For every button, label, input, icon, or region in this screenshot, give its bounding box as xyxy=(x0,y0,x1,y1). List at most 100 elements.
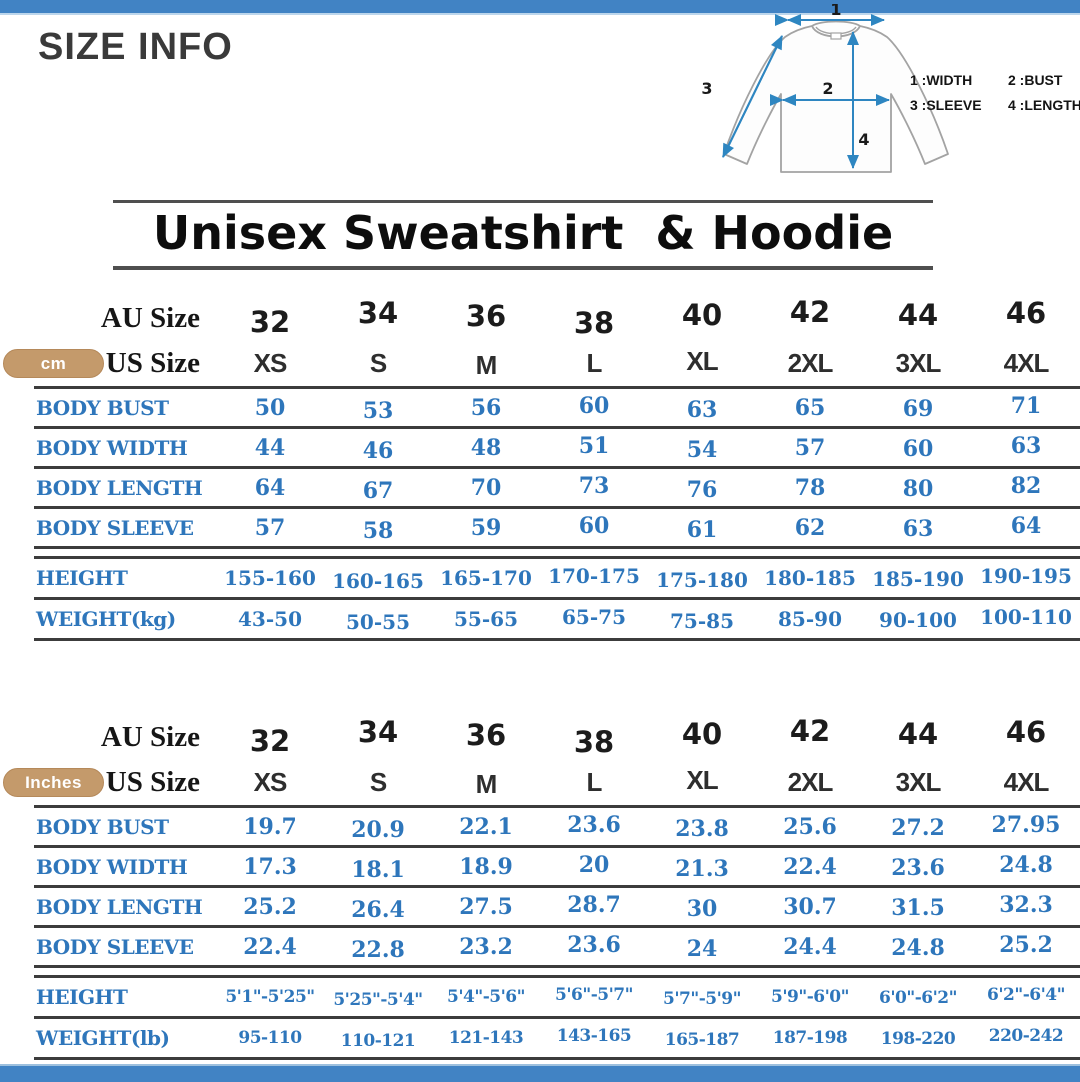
size-value-cell: 32.3 xyxy=(999,891,1053,918)
size-table-cm: AU Size 32 34 36 38 40 42 44 46 cm US Size XS S M… xyxy=(3,295,1080,641)
au-size-cell: 42 xyxy=(789,714,831,748)
size-value-cell: 20 xyxy=(578,851,610,878)
table-row: BODY LENGTH 25.2 26.4 27.5 28.7 30 30.7 31.5 32.… xyxy=(34,888,1080,928)
size-value-cell: 5'1"-5'25" xyxy=(225,987,315,1007)
unit-badge: cm xyxy=(3,349,104,378)
size-value-cell: 27.2 xyxy=(891,814,945,841)
size-value-cell: 165-187 xyxy=(664,1030,740,1050)
size-value-cell: 185-190 xyxy=(872,567,964,591)
au-size-cell: 32 xyxy=(249,724,291,758)
size-value-cell: 23.8 xyxy=(675,815,729,842)
size-value-cell: 23.6 xyxy=(891,854,945,881)
size-value-cell: 25.6 xyxy=(783,813,837,840)
size-value-cell: 61 xyxy=(686,516,718,543)
us-size-cell: M xyxy=(475,349,498,380)
size-value-cell: 82 xyxy=(1010,472,1042,499)
size-value-cell: 23.2 xyxy=(459,933,513,960)
title-rule-top xyxy=(113,200,933,203)
us-size-cell: 2XL xyxy=(787,766,834,797)
au-size-cell: 34 xyxy=(357,296,399,330)
size-value-cell: 23.6 xyxy=(567,811,621,838)
legend-item-length: 4 :LENGTH xyxy=(1008,97,1080,113)
size-value-cell: 170-175 xyxy=(548,564,640,588)
size-value-cell: 78 xyxy=(794,474,826,501)
size-value-cell: 64 xyxy=(254,474,286,501)
size-value-cell: 121-143 xyxy=(448,1028,524,1048)
size-value-cell: 55-65 xyxy=(454,607,518,631)
au-size-cell: 32 xyxy=(249,305,291,339)
size-value-cell: 53 xyxy=(362,397,394,424)
size-value-cell: 43-50 xyxy=(238,607,302,631)
au-size-cell: 38 xyxy=(573,725,615,759)
size-value-cell: 100-110 xyxy=(980,605,1072,629)
au-size-cell: 34 xyxy=(357,715,399,749)
size-value-cell: 198-220 xyxy=(880,1029,956,1049)
size-value-cell: 25.2 xyxy=(999,931,1053,958)
size-value-cell: 50-55 xyxy=(346,610,410,634)
size-value-cell: 24.8 xyxy=(999,851,1053,878)
us-size-header-row: cm US Size XS S M L XL 2XL 3XL 4XL xyxy=(3,340,1080,386)
size-value-cell: 65 xyxy=(794,394,826,421)
row-label: HEIGHT xyxy=(36,566,128,590)
au-size-header-row: AU Size 32 34 36 38 40 42 44 46 xyxy=(34,295,1080,340)
size-value-cell: 54 xyxy=(686,436,718,463)
size-value-cell: 63 xyxy=(1010,432,1042,459)
size-value-cell: 30 xyxy=(686,895,718,922)
size-value-cell: 31.5 xyxy=(891,894,945,921)
row-label: BODY BUST xyxy=(36,814,169,839)
size-value-cell: 85-90 xyxy=(778,607,842,631)
size-value-cell: 22.4 xyxy=(783,853,837,880)
size-value-cell: 51 xyxy=(578,432,610,459)
table-row: BODY BUST 19.7 20.9 22.1 23.6 23.8 25.6 27.2 27.… xyxy=(34,808,1080,848)
size-value-cell: 17.3 xyxy=(243,853,297,880)
size-value-cell: 70 xyxy=(470,474,502,501)
us-size-cell: 4XL xyxy=(1003,766,1050,797)
size-value-cell: 25.2 xyxy=(243,893,297,920)
au-size-label: AU Size xyxy=(100,301,200,334)
marker-2: 2 xyxy=(822,79,833,98)
au-size-cell: 42 xyxy=(789,295,831,329)
au-size-cell: 46 xyxy=(1005,296,1047,330)
size-value-cell: 22.1 xyxy=(459,813,513,840)
height-weight-rows: HEIGHT 155-160 160-165 165-170 170-175 175-18… xyxy=(34,556,1080,641)
size-value-cell: 50 xyxy=(254,394,286,421)
au-size-cell: 44 xyxy=(897,298,939,332)
table-row: BODY WIDTH 17.3 18.1 18.9 20 21.3 22.4 23.6 24.8 xyxy=(34,848,1080,888)
size-value-cell: 18.1 xyxy=(351,856,405,883)
size-value-cell: 60 xyxy=(578,392,610,419)
size-value-cell: 73 xyxy=(578,472,610,499)
size-value-cell: 175-180 xyxy=(656,568,748,592)
size-value-cell: 57 xyxy=(254,514,286,541)
us-size-cell: 4XL xyxy=(1003,347,1050,378)
au-size-cell: 40 xyxy=(681,298,723,332)
size-value-cell: 5'9"-6'0" xyxy=(771,987,850,1007)
size-value-cell: 24.4 xyxy=(783,933,837,960)
us-size-cell: XS xyxy=(253,766,288,797)
size-value-cell: 23.6 xyxy=(567,931,621,958)
us-size-cell: S xyxy=(369,766,387,797)
au-size-cell: 40 xyxy=(681,717,723,751)
size-value-cell: 60 xyxy=(902,435,934,462)
au-size-label: AU Size xyxy=(100,720,200,753)
size-value-cell: 22.4 xyxy=(243,933,297,960)
size-value-cell: 44 xyxy=(254,434,286,461)
us-size-cell: 3XL xyxy=(895,766,942,797)
size-value-cell: 58 xyxy=(362,517,394,544)
row-label: BODY SLEEVE xyxy=(36,515,194,540)
size-value-cell: 63 xyxy=(686,396,718,423)
size-value-cell: 187-198 xyxy=(772,1028,848,1048)
size-value-cell: 64 xyxy=(1010,512,1042,539)
size-value-cell: 165-170 xyxy=(440,566,532,590)
size-value-cell: 190-195 xyxy=(980,564,1072,588)
size-value-cell: 90-100 xyxy=(879,608,957,632)
legend-item-bust: 2 :BUST xyxy=(1008,72,1063,88)
size-value-cell: 18.9 xyxy=(459,853,513,880)
size-value-cell: 180-185 xyxy=(764,566,856,590)
size-value-cell: 56 xyxy=(470,394,502,421)
size-value-cell: 30.7 xyxy=(783,893,837,920)
row-label: BODY WIDTH xyxy=(36,854,188,879)
table-row: BODY LENGTH 64 67 70 73 76 78 80 82 xyxy=(34,469,1080,509)
size-value-cell: 67 xyxy=(362,477,394,504)
size-value-cell: 22.8 xyxy=(351,936,405,963)
size-value-cell: 69 xyxy=(902,395,934,422)
